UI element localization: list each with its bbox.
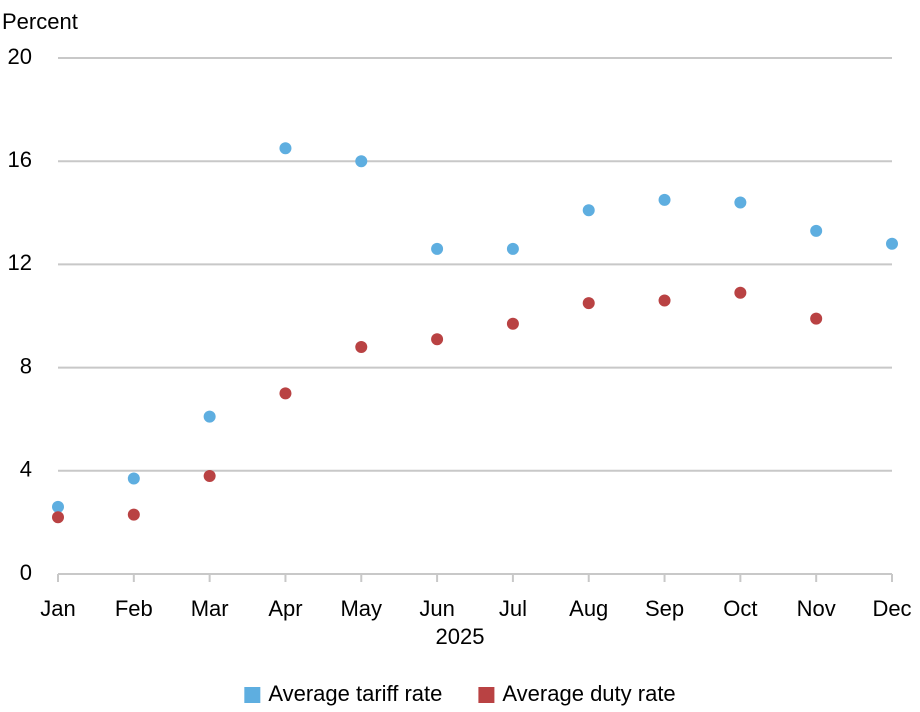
data-point <box>355 155 368 168</box>
data-point <box>279 387 292 400</box>
x-axis-label: 2025 <box>436 624 485 649</box>
data-point <box>810 224 823 237</box>
legend-swatch <box>244 687 261 703</box>
x-tick-label: Mar <box>191 596 229 621</box>
x-tick-label: Jun <box>419 596 454 621</box>
x-tick-label: Aug <box>569 596 608 621</box>
x-tick-label: Oct <box>723 596 757 621</box>
data-point <box>431 333 444 346</box>
data-point <box>127 508 140 521</box>
x-tick-label: Feb <box>115 596 153 621</box>
legend-swatch <box>478 687 495 703</box>
legend-label: Average tariff rate <box>268 681 442 706</box>
data-point <box>506 242 519 255</box>
data-point <box>810 312 823 325</box>
x-tick-label: May <box>340 596 382 621</box>
y-tick-label: 0 <box>20 560 32 585</box>
data-point <box>127 472 140 485</box>
x-tick-label: Jan <box>40 596 75 621</box>
data-point <box>52 511 64 524</box>
data-point <box>658 294 671 307</box>
x-tick-label: Jul <box>499 596 527 621</box>
x-tick-label: Dec <box>872 596 911 621</box>
legend-label: Average duty rate <box>502 681 675 706</box>
data-point <box>734 196 747 209</box>
y-axis-label: Percent <box>2 9 78 34</box>
data-point <box>506 317 519 330</box>
y-tick-label: 16 <box>8 147 32 172</box>
data-point <box>658 193 671 206</box>
data-point <box>582 297 595 310</box>
data-point <box>582 204 595 217</box>
x-tick-label: Sep <box>645 596 684 621</box>
y-tick-label: 12 <box>8 250 32 275</box>
data-point <box>279 142 292 155</box>
y-tick-label: 4 <box>20 457 32 482</box>
y-tick-label: 8 <box>20 353 32 378</box>
data-point <box>734 286 747 299</box>
data-point <box>203 469 216 482</box>
y-tick-label: 20 <box>8 44 32 69</box>
data-point <box>203 410 216 423</box>
x-tick-label: Apr <box>268 596 302 621</box>
data-point <box>431 242 444 255</box>
data-point <box>886 237 898 250</box>
data-point <box>52 500 64 513</box>
data-point <box>355 340 368 353</box>
x-tick-label: Nov <box>797 596 836 621</box>
